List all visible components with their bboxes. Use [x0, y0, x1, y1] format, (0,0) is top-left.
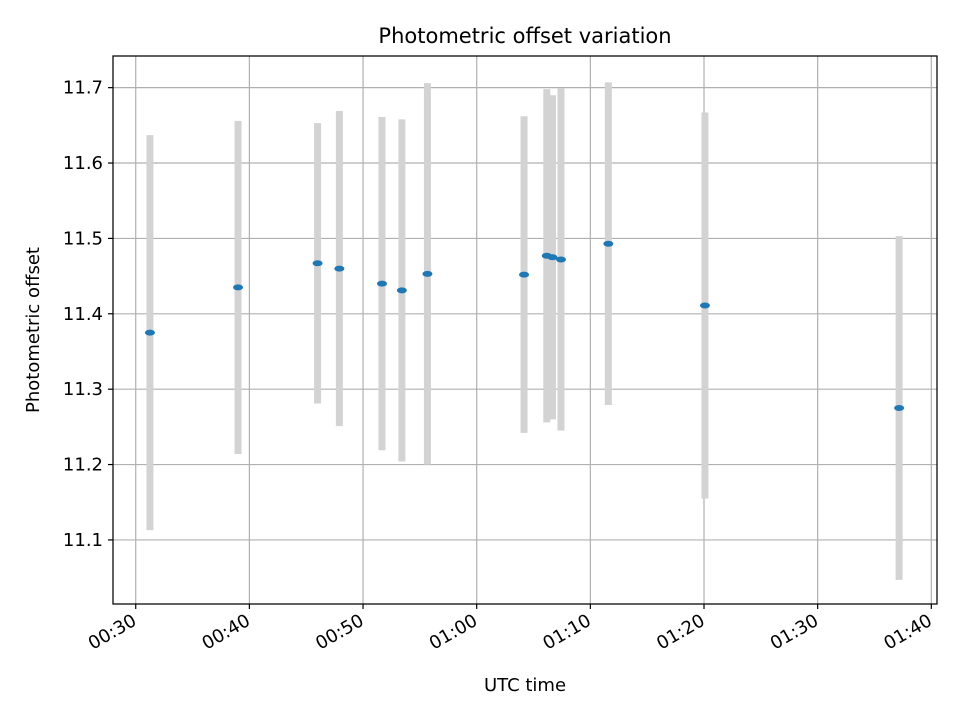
data-point [233, 284, 244, 291]
y-tick-label: 11.3 [63, 379, 103, 400]
data-point [699, 302, 710, 309]
data-point [555, 256, 566, 263]
y-tick-label: 11.6 [63, 153, 103, 174]
data-point [312, 260, 323, 267]
data-points [144, 240, 905, 412]
data-point [334, 265, 345, 272]
y-axis: 11.1 11.2 11.3 11.4 11.5 11.6 11.7 [63, 78, 113, 551]
x-axis-title: UTC time [484, 675, 566, 696]
y-axis-title: Photometric offset [23, 247, 44, 413]
data-point [422, 270, 433, 277]
y-tick-label: 11.7 [63, 78, 103, 99]
data-point [144, 329, 155, 336]
y-tick-label: 11.1 [63, 530, 103, 551]
y-tick-label: 11.4 [63, 304, 103, 325]
data-point [894, 405, 905, 412]
data-point [519, 271, 530, 278]
y-tick-label: 11.5 [63, 228, 103, 249]
plot-frame [112, 55, 938, 605]
data-point [376, 280, 387, 287]
data-point [396, 287, 407, 294]
data-point [547, 254, 558, 261]
data-point [603, 240, 614, 247]
y-tick-label: 11.2 [63, 455, 103, 476]
chart-title: Photometric offset variation [378, 24, 671, 48]
